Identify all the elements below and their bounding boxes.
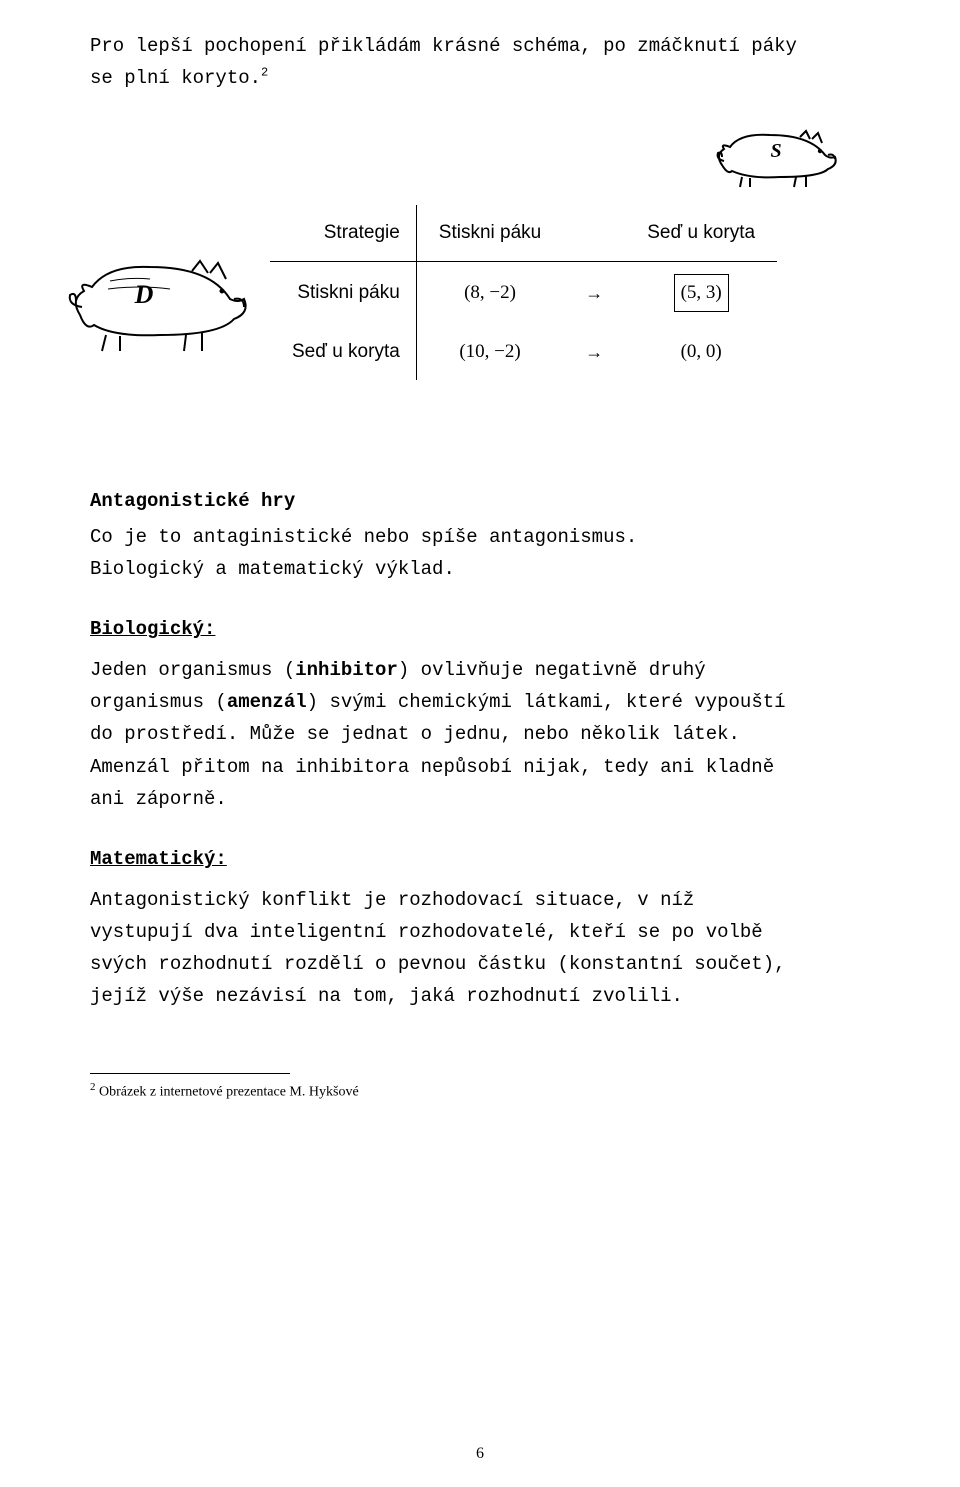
col-header-1: Stiskni páku [416, 205, 563, 262]
bio-heading: Biologický: [90, 613, 870, 645]
math-3: svých rozhodnutí rozdělí o pevnou částku… [90, 953, 786, 975]
section-q: Co je to antaginistické nebo spíše antag… [90, 521, 870, 553]
payoff-table: Strategie Stiskni páku Seď u koryta Stis… [270, 205, 777, 381]
bio-1c: ) ovlivňuje negativně druhý [398, 659, 706, 681]
row-header-1: Stiskni páku [270, 261, 416, 324]
col-header-2: Seď u koryta [625, 205, 777, 262]
intro-paragraph: Pro lepší pochopení přikládám krásné sch… [90, 30, 870, 95]
bio-5: ani záporně. [90, 788, 227, 810]
table-corner: Strategie [270, 205, 416, 262]
row-header-2: Seď u koryta [270, 324, 416, 380]
pig-small-icon: S [710, 125, 840, 204]
arrow-1: → [563, 261, 625, 324]
footnote-ref: 2 [261, 66, 268, 80]
footnote-separator [90, 1073, 290, 1074]
page-number: 6 [0, 1440, 960, 1467]
bio-4: Amenzál přitom na inhibitora nepůsobí ni… [90, 756, 774, 778]
game-diagram: S [90, 125, 870, 445]
bio-1a: Jeden organismus ( [90, 659, 295, 681]
footnote-text: Obrázek z internetové prezentace M. Hykš… [96, 1084, 359, 1099]
bio-3: do prostředí. Může se jednat o jednu, ne… [90, 723, 740, 745]
bio-paragraph: Jeden organismus (inhibitor) ovlivňuje n… [90, 654, 870, 815]
math-heading: Matematický: [90, 843, 870, 875]
bio-2c: ) svými chemickými látkami, které vypouš… [307, 691, 786, 713]
math-4: jejíž výše nezávisí na tom, jaká rozhodn… [90, 985, 683, 1007]
payoff-22: (0, 0) [625, 324, 777, 380]
intro-line1: Pro lepší pochopení přikládám krásné sch… [90, 35, 797, 57]
math-2: vystupují dva inteligentní rozhodovatelé… [90, 921, 763, 943]
bio-inhibitor: inhibitor [295, 659, 398, 681]
section-b: Biologický a matematický výklad. [90, 553, 870, 585]
page: Pro lepší pochopení přikládám krásné sch… [0, 0, 960, 1487]
math-paragraph: Antagonistický konflikt je rozhodovací s… [90, 884, 870, 1013]
math-1: Antagonistický konflikt je rozhodovací s… [90, 889, 694, 911]
bio-amenzal: amenzál [227, 691, 307, 713]
footnote: 2 Obrázek z internetové prezentace M. Hy… [90, 1080, 870, 1102]
payoff-12-boxed: (5, 3) [674, 274, 729, 312]
pig-large-icon: D [60, 255, 250, 376]
payoff-21: (10, −2) [416, 324, 563, 380]
bio-2a: organismus ( [90, 691, 227, 713]
arrow-2: → [563, 324, 625, 380]
section-title: Antagonistické hry [90, 485, 870, 517]
intro-line2: se plní koryto. [90, 67, 261, 89]
pig-large-label: D [134, 280, 154, 309]
pig-small-label: S [770, 140, 781, 162]
payoff-11: (8, −2) [416, 261, 563, 324]
